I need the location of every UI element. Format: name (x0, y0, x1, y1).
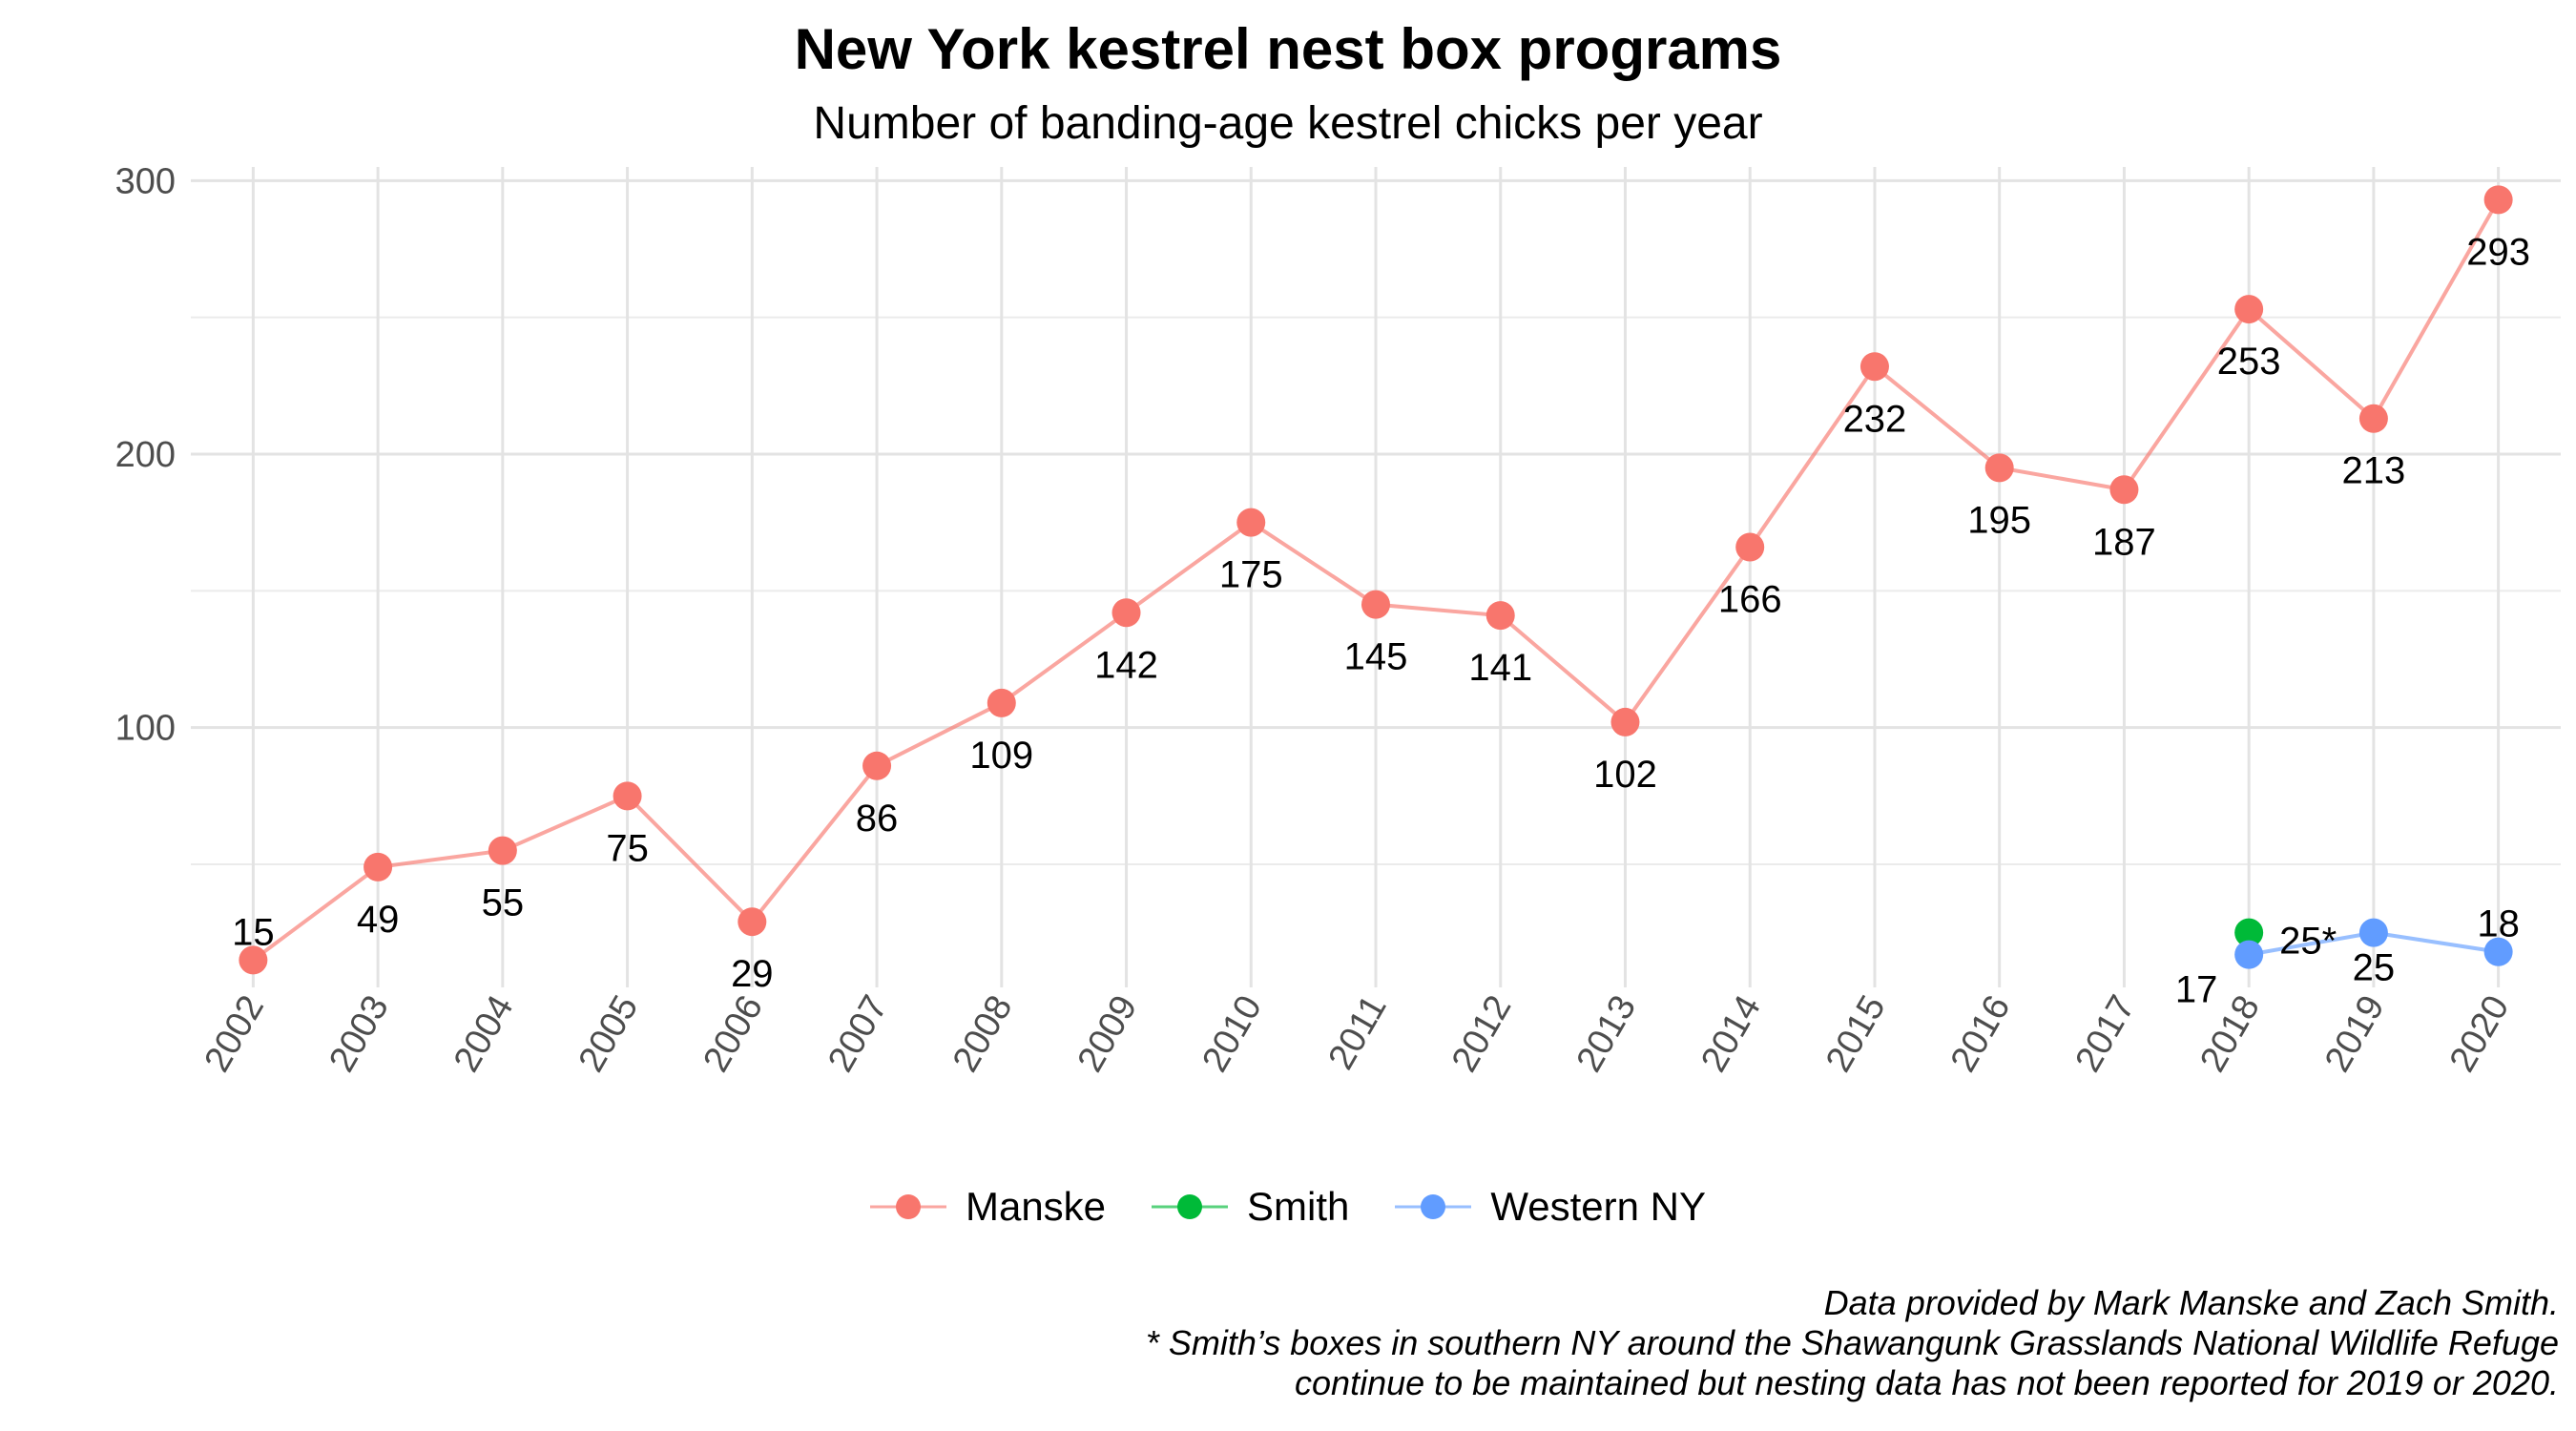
chart-subtitle: Number of banding-age kestrel chicks per… (813, 98, 1763, 149)
data-label: 75 (606, 827, 649, 869)
x-tick-label: 2013 (1569, 989, 1645, 1079)
grid (191, 167, 2561, 987)
x-tick-label: 2019 (2317, 989, 2393, 1079)
chart-title: New York kestrel nest box programs (794, 17, 1782, 81)
data-label: 141 (1468, 647, 1532, 689)
data-label: 166 (1718, 578, 1782, 620)
data-point (1610, 707, 1640, 736)
data-point (2109, 475, 2139, 505)
data-point (613, 781, 642, 811)
caption-line-3: continue to be maintained but nesting da… (1295, 1363, 2559, 1402)
data-point (987, 688, 1016, 717)
x-tick-label: 2014 (1693, 989, 1769, 1079)
data-label: 109 (969, 735, 1033, 777)
data-point (737, 907, 767, 937)
data-point (2234, 940, 2264, 969)
data-label: 102 (1593, 754, 1657, 796)
data-label: 55 (482, 882, 525, 924)
data-label: 293 (2466, 231, 2530, 273)
legend-label-manske: Manske (965, 1184, 1107, 1229)
x-tick-label: 2005 (571, 989, 647, 1079)
data-point (364, 852, 393, 881)
x-tick-label: 2012 (1444, 989, 1520, 1079)
data-point (1361, 590, 1390, 619)
x-tick-label: 2003 (322, 989, 397, 1079)
data-point (488, 836, 517, 865)
y-tick-label: 200 (115, 435, 176, 475)
legend-label-western-ny: Western NY (1490, 1184, 1707, 1229)
data-point (239, 945, 268, 975)
x-tick-label: 2004 (447, 989, 522, 1079)
x-tick-label: 2009 (1070, 989, 1146, 1079)
data-point (2358, 918, 2388, 947)
data-point (1984, 453, 2014, 483)
data-label: 213 (2342, 450, 2406, 492)
data-label: 142 (1094, 644, 1158, 686)
legend-item-smith: Smith (1152, 1183, 1349, 1231)
data-label: 232 (1843, 398, 1907, 440)
data-label: 86 (856, 798, 899, 840)
plot-area: 100 200 300 2002 2003 2004 2005 2006 2007 2008 200… (115, 161, 2561, 1079)
data-label: 18 (2477, 903, 2520, 945)
series-points (239, 185, 2513, 975)
data-point (862, 751, 892, 780)
axes: 100 200 300 2002 2003 2004 2005 2006 2007 2008 200… (115, 161, 2518, 1078)
x-tick-label: 2007 (821, 989, 896, 1079)
data-label: 25 (2353, 947, 2396, 989)
data-label: 17 (2175, 969, 2218, 1011)
data-point (1859, 352, 1889, 382)
caption-line-2: * Smith’s boxes in southern NY around th… (1145, 1323, 2559, 1362)
x-tick-label: 2015 (1818, 988, 1894, 1078)
x-tick-label: 2006 (696, 989, 771, 1079)
data-label: 253 (2217, 341, 2281, 383)
x-tick-label: 2016 (1943, 989, 2019, 1079)
data-label: 187 (2092, 521, 2156, 563)
data-label: 175 (1219, 554, 1283, 596)
legend-item-western-ny: Western NY (1395, 1183, 1706, 1231)
data-label: 15 (232, 911, 275, 953)
x-tick-label: 2020 (2442, 989, 2518, 1079)
data-point (2358, 404, 2388, 433)
data-labels: 15 49 55 75 29 86 109 142 175 145 141 102 166 232 195 1… (232, 231, 2530, 1010)
legend-label-smith: Smith (1247, 1184, 1350, 1229)
data-point (2234, 918, 2264, 947)
data-label: 49 (357, 899, 400, 941)
x-tick-label: 2002 (197, 989, 273, 1079)
y-tick-label: 300 (115, 161, 176, 201)
data-point (1485, 601, 1515, 631)
data-label: 145 (1344, 636, 1408, 678)
data-point (2234, 295, 2264, 324)
legend-item-manske: Manske (869, 1183, 1107, 1231)
caption-line-1: Data provided by Mark Manske and Zach Sm… (1823, 1283, 2559, 1322)
data-label: 25* (2279, 921, 2337, 963)
legend: Manske Smith Western NY (0, 1183, 2576, 1231)
data-point (1111, 598, 1141, 628)
legend-key-western-ny (1395, 1194, 1472, 1219)
legend-key-smith (1152, 1194, 1229, 1219)
caption: Data provided by Mark Manske and Zach Sm… (1146, 1283, 2559, 1403)
data-point (2483, 937, 2513, 966)
x-tick-label: 2010 (1195, 989, 1270, 1079)
x-tick-label: 2008 (945, 989, 1021, 1079)
x-tick-label: 2011 (1321, 989, 1395, 1077)
data-label: 29 (731, 953, 774, 995)
data-label: 195 (1967, 499, 2031, 541)
legend-key-manske (869, 1194, 946, 1219)
data-point (1236, 508, 1266, 537)
y-tick-label: 100 (115, 709, 176, 749)
data-point (2483, 185, 2513, 215)
data-point (1735, 532, 1765, 562)
x-tick-label: 2017 (2068, 989, 2144, 1079)
